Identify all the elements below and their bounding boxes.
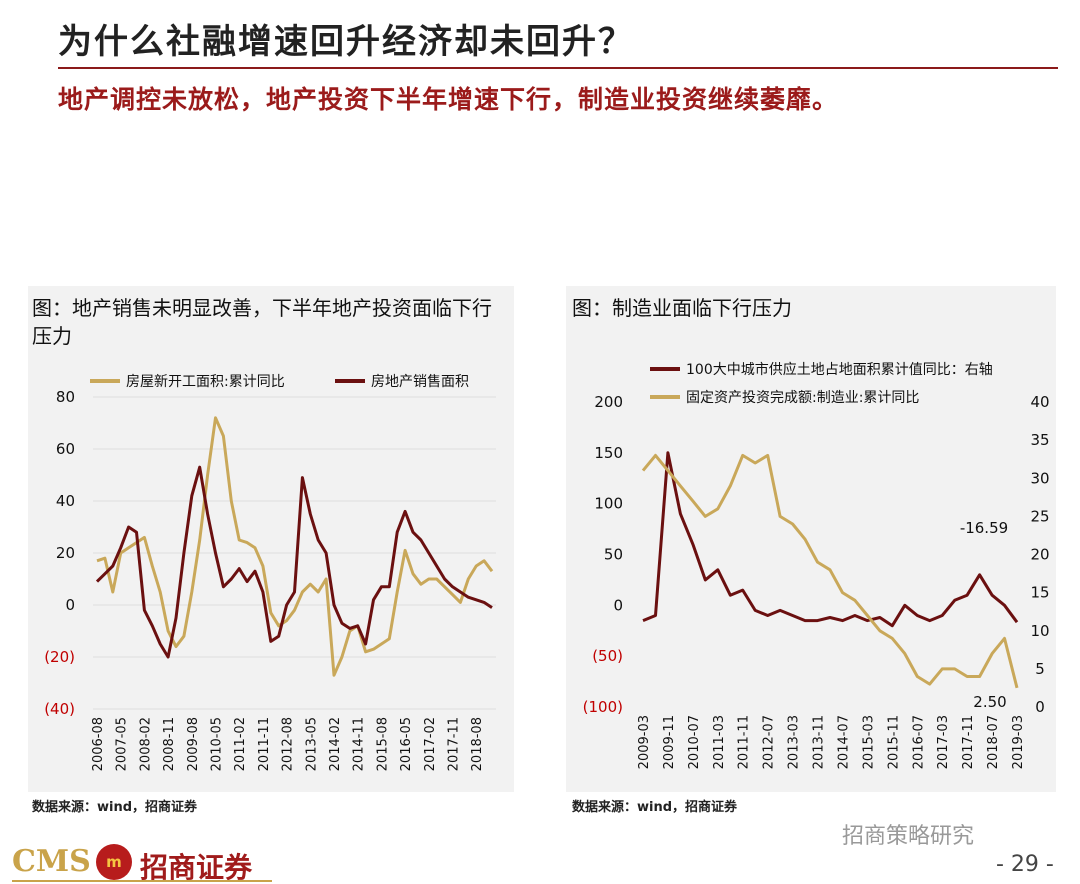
y-tick-label: 20 (56, 544, 75, 562)
chart-source: 数据来源：wind，招商证券 (572, 800, 738, 815)
series-line (642, 451, 1019, 628)
page-subtitle: 地产调控未放松，地产投资下半年增速下行，制造业投资继续萎靡。 (58, 85, 839, 114)
logo-badge: m (96, 844, 132, 880)
x-tick-label: 2009-08 (186, 717, 201, 771)
x-tick-label: 2017-11 (961, 715, 976, 769)
x-tick-label: 2015-08 (375, 717, 390, 771)
x-tick-label: 2013-03 (787, 715, 802, 769)
y2-tick-label: 10 (1030, 622, 1049, 640)
chart-title: 图：地产销售未明显改善，下半年地产投资面临下行压力 (32, 296, 492, 348)
x-tick-label: 2015-11 (886, 715, 901, 769)
x-tick-label: 2013-11 (812, 715, 827, 769)
x-tick-label: 2014-07 (836, 715, 851, 769)
x-tick-label: 2011-11 (737, 715, 752, 769)
legend-label: 100大中城市供应土地占地面积累计值同比：右轴 (686, 361, 993, 378)
y-tick-label: 200 (594, 393, 623, 411)
x-tick-label: 2012-08 (281, 717, 296, 771)
chart-source: 数据来源：wind，招商证券 (32, 800, 198, 815)
x-tick-label: 2015-03 (861, 715, 876, 769)
watermark: 招商策略研究 (842, 824, 975, 849)
series-line (96, 416, 494, 677)
x-tick-label: 2009-11 (662, 715, 677, 769)
x-tick-label: 2018-07 (986, 715, 1001, 769)
chart-title: 图：制造业面临下行压力 (572, 296, 792, 320)
y-tick-label: 50 (604, 546, 623, 564)
legend-label: 房地产销售面积 (371, 374, 469, 390)
x-tick-label: 2011-02 (233, 717, 248, 771)
y2-tick-label: 40 (1030, 393, 1049, 411)
y-tick-label: 60 (56, 440, 75, 458)
series-line (95, 465, 493, 659)
y2-tick-label: 0 (1035, 698, 1045, 716)
page-number: - 29 - (996, 852, 1054, 877)
y-tick-label: 100 (594, 495, 623, 513)
legend-label: 房屋新开工面积:累计同比 (126, 374, 285, 390)
x-tick-label: 2008-02 (138, 717, 153, 771)
x-tick-label: 2007-05 (115, 717, 130, 771)
y2-tick-label: 30 (1030, 469, 1049, 487)
x-tick-label: 2019-03 (1011, 715, 1026, 769)
y-tick-label: 80 (56, 388, 75, 406)
chart-panel (28, 286, 514, 792)
y2-tick-label: 15 (1030, 584, 1049, 602)
y2-tick-label: 5 (1035, 660, 1045, 678)
logo-company: 招商证券 (140, 851, 253, 884)
annotation: 2.50 (973, 693, 1006, 711)
x-tick-label: 2018-08 (470, 717, 485, 771)
chart-panel (566, 286, 1056, 792)
x-tick-label: 2017-03 (936, 715, 951, 769)
y-tick-label: (50) (592, 647, 623, 665)
x-tick-label: 2010-07 (687, 715, 702, 769)
y-tick-label: 40 (56, 492, 75, 510)
x-tick-label: 2008-11 (162, 717, 177, 771)
x-tick-label: 2016-05 (399, 717, 414, 771)
x-tick-label: 2011-03 (712, 715, 727, 769)
x-tick-label: 2014-02 (328, 717, 343, 771)
y-tick-label: (40) (44, 700, 75, 718)
y2-tick-label: 35 (1030, 431, 1049, 449)
x-tick-label: 2006-08 (91, 717, 106, 771)
logo-underline (12, 880, 272, 882)
x-tick-label: 2013-05 (304, 717, 319, 771)
x-tick-label: 2012-07 (762, 715, 777, 769)
title-rule (58, 67, 1058, 69)
x-tick-label: 2009-03 (637, 715, 652, 769)
y-tick-label: (20) (44, 648, 75, 666)
x-tick-label: 2017-11 (447, 717, 462, 771)
x-tick-label: 2016-07 (911, 715, 926, 769)
y-tick-label: 150 (594, 444, 623, 462)
y-tick-label: 0 (613, 596, 623, 614)
legend-label: 固定资产投资完成额:制造业:累计同比 (686, 390, 919, 406)
y2-tick-label: 20 (1030, 546, 1049, 564)
logo-text: CMS (12, 844, 91, 879)
y-tick-label: (100) (583, 698, 623, 716)
x-tick-label: 2014-11 (352, 717, 367, 771)
series-line (641, 453, 1019, 689)
x-tick-label: 2017-02 (423, 717, 438, 771)
x-tick-label: 2010-05 (210, 717, 225, 771)
y-tick-label: 0 (65, 596, 75, 614)
page-title: 为什么社融增速回升经济却未回升？ (58, 22, 634, 62)
annotation: -16.59 (960, 519, 1008, 537)
y2-tick-label: 25 (1030, 507, 1049, 525)
x-tick-label: 2011-11 (257, 717, 272, 771)
